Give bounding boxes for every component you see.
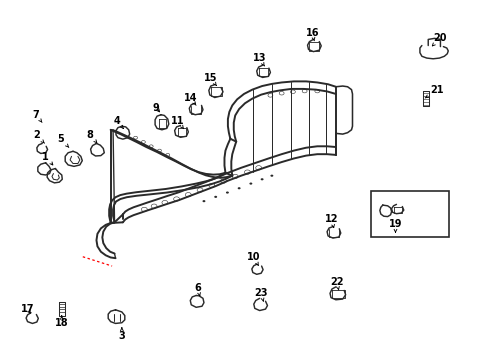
Circle shape bbox=[226, 192, 229, 194]
Circle shape bbox=[270, 175, 273, 177]
Text: 2: 2 bbox=[33, 130, 45, 143]
Text: 7: 7 bbox=[32, 110, 42, 122]
Text: 8: 8 bbox=[87, 130, 97, 143]
Text: 22: 22 bbox=[330, 277, 343, 290]
Text: 18: 18 bbox=[55, 316, 69, 328]
Text: 20: 20 bbox=[432, 33, 447, 46]
Circle shape bbox=[249, 183, 252, 185]
Text: 14: 14 bbox=[184, 93, 197, 105]
Circle shape bbox=[238, 187, 241, 189]
Text: 4: 4 bbox=[114, 116, 123, 129]
Text: 9: 9 bbox=[153, 103, 160, 113]
Circle shape bbox=[261, 178, 264, 180]
Text: 16: 16 bbox=[306, 28, 319, 41]
Text: 13: 13 bbox=[253, 53, 267, 66]
Text: 3: 3 bbox=[119, 328, 125, 341]
Text: 1: 1 bbox=[42, 152, 53, 165]
Text: 21: 21 bbox=[425, 85, 444, 98]
Circle shape bbox=[202, 200, 205, 202]
Text: 17: 17 bbox=[21, 304, 34, 314]
Text: 12: 12 bbox=[325, 215, 339, 228]
Text: 10: 10 bbox=[247, 252, 261, 265]
Circle shape bbox=[214, 196, 217, 198]
Text: 15: 15 bbox=[204, 73, 218, 86]
Text: 11: 11 bbox=[171, 116, 184, 129]
Text: 6: 6 bbox=[194, 283, 201, 296]
Text: 19: 19 bbox=[389, 219, 402, 232]
Text: 23: 23 bbox=[254, 288, 268, 301]
Text: 5: 5 bbox=[57, 134, 69, 148]
